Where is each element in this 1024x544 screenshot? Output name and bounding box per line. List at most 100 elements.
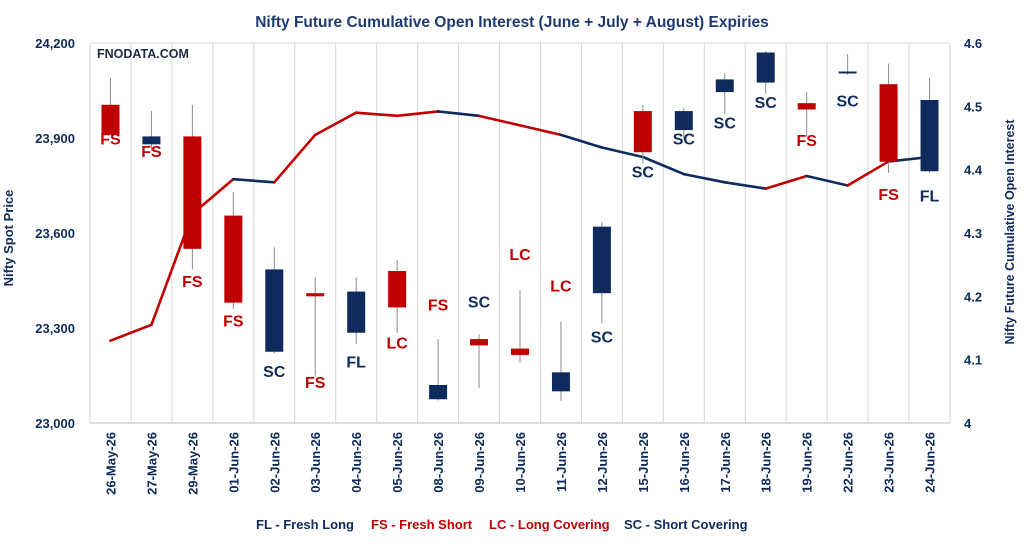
- signal-label: FS: [878, 187, 899, 204]
- candles: [101, 50, 939, 401]
- oi-line-segment: [682, 172, 727, 184]
- x-tick-label: 09-Jun-26: [472, 432, 487, 493]
- candle-body: [470, 339, 489, 346]
- y-right-tick-label: 4.5: [964, 99, 982, 114]
- signal-annotations: FS FS FS FS SC FS FL LC FS SC LC LC SC SC SC SC SC FS SC FS…: [100, 93, 939, 392]
- signal-label: FS: [182, 274, 203, 291]
- y-right-tick-label: 4.2: [964, 289, 982, 304]
- legend-item-fs: FS - Fresh Short: [371, 517, 473, 532]
- oi-line-segment: [232, 177, 276, 184]
- signal-label: FS: [223, 313, 244, 330]
- x-tick-label: 03-Jun-26: [308, 432, 323, 493]
- x-tick-label: 01-Jun-26: [226, 432, 241, 493]
- oi-line-segment: [518, 124, 563, 137]
- candle-body: [224, 215, 243, 303]
- candle-body: [429, 385, 448, 400]
- signal-label: FS: [100, 131, 121, 148]
- signal-label: LC: [550, 279, 572, 296]
- oi-line-segment: [109, 323, 153, 342]
- x-tick-label: 11-Jun-26: [554, 432, 569, 492]
- oi-line-segment: [354, 111, 399, 118]
- legend-item-lc: LC - Long Covering: [489, 517, 610, 532]
- watermark: FNODATA.COM: [97, 47, 189, 61]
- oi-line-segment: [805, 174, 849, 187]
- candle-body: [592, 226, 611, 294]
- y-right-tick-label: 4: [964, 416, 972, 431]
- oi-line-segment: [723, 181, 768, 190]
- x-tick-label: 27-May-26: [144, 432, 159, 495]
- x-tick-label: 18-Jun-26: [759, 432, 774, 493]
- candle-body: [715, 79, 734, 93]
- legend-item-fl: FL - Fresh Long: [256, 517, 354, 532]
- candle-body: [633, 111, 652, 153]
- y-right-tick-label: 4.4: [964, 163, 983, 178]
- signal-label: FS: [305, 375, 326, 392]
- candle-body: [142, 136, 161, 145]
- y-left-tick-label: 23,300: [35, 321, 75, 336]
- signal-label: SC: [263, 364, 286, 381]
- candle-body: [838, 71, 857, 74]
- candle-body: [920, 100, 939, 172]
- oi-line-segment: [477, 114, 522, 127]
- y-right-tick-label: 4.3: [964, 226, 982, 241]
- candle-body: [551, 372, 570, 392]
- signal-label: FS: [796, 133, 817, 150]
- x-tick-label: 02-Jun-26: [267, 432, 282, 493]
- signal-label: SC: [837, 93, 860, 110]
- x-tick-label: 22-Jun-26: [841, 432, 856, 493]
- signal-label: FL: [346, 355, 366, 372]
- x-tick-label: 08-Jun-26: [431, 432, 446, 493]
- signal-label: FS: [428, 298, 449, 315]
- oi-line-segment: [846, 160, 890, 187]
- x-tick-label: 24-Jun-26: [923, 432, 938, 493]
- x-axis-labels: 26-May-26 27-May-26 29-May-26 01-Jun-26 02-J…: [103, 432, 937, 495]
- signal-label: SC: [632, 165, 655, 182]
- signal-label: SC: [714, 116, 737, 133]
- y-left-tick-label: 24,200: [35, 36, 75, 51]
- x-tick-label: 26-May-26: [103, 432, 118, 495]
- candle-body: [265, 269, 284, 352]
- oi-line-segment: [600, 146, 645, 159]
- signal-label: LC: [386, 336, 408, 353]
- candle-body: [101, 104, 120, 135]
- candle-body: [756, 52, 775, 83]
- left-axis-ticks: 23,000 23,300 23,600 23,900 24,200: [35, 36, 75, 431]
- x-tick-label: 16-Jun-26: [677, 432, 692, 493]
- signal-label: SC: [755, 95, 778, 112]
- x-tick-label: 12-Jun-26: [595, 432, 610, 493]
- x-tick-label: 04-Jun-26: [349, 432, 364, 493]
- y-axis-right-label: Nifty Future Cumulative Open Interest: [1003, 119, 1017, 345]
- signal-label: FS: [141, 144, 162, 161]
- signal-label: SC: [591, 329, 614, 346]
- candle-body: [388, 271, 407, 308]
- candle-body: [511, 348, 529, 355]
- x-tick-label: 17-Jun-26: [718, 432, 733, 493]
- y-right-tick-label: 4.1: [964, 353, 982, 368]
- grid: [89, 43, 951, 423]
- oi-line-segment: [641, 155, 686, 176]
- oi-line-segment: [272, 133, 317, 184]
- y-left-tick-label: 23,600: [35, 226, 75, 241]
- candle-body: [306, 293, 325, 297]
- candle-body: [797, 103, 816, 110]
- oi-line-segment: [313, 111, 358, 137]
- oi-line-segment: [395, 110, 440, 118]
- x-tick-label: 23-Jun-26: [882, 432, 897, 493]
- oi-line-segment: [764, 174, 808, 190]
- signal-label: SC: [468, 294, 491, 311]
- x-tick-label: 05-Jun-26: [390, 432, 405, 493]
- candle-body: [674, 111, 693, 131]
- oi-line-segment: [436, 110, 481, 118]
- candle-body: [183, 136, 202, 249]
- x-tick-label: 29-May-26: [185, 432, 200, 495]
- chart-title: Nifty Future Cumulative Open Interest (J…: [255, 14, 769, 31]
- y-left-tick-label: 23,900: [35, 131, 75, 146]
- y-axis-left-label: Nifty Spot Price: [1, 190, 16, 287]
- candle-body: [879, 84, 898, 162]
- signal-label: LC: [509, 247, 531, 264]
- x-tick-label: 10-Jun-26: [513, 432, 528, 493]
- x-tick-label: 19-Jun-26: [800, 432, 815, 493]
- signal-label: SC: [673, 131, 696, 148]
